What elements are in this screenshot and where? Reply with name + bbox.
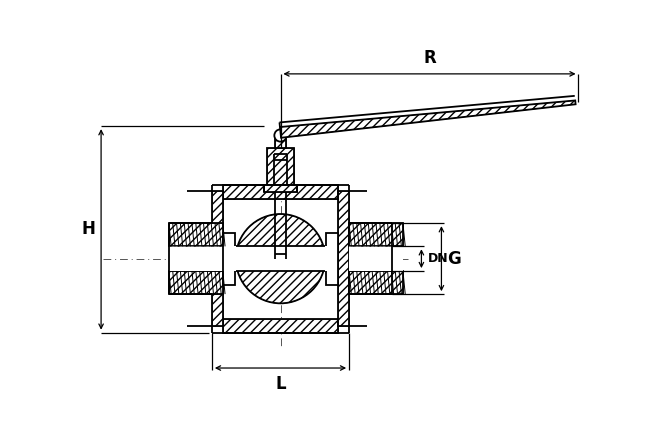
Text: G: G [447,250,461,268]
Bar [263,185,298,192]
Bar [234,246,327,271]
Bar [263,185,298,192]
Bar [275,139,286,148]
Bar [169,223,223,246]
Bar [349,223,403,246]
Bar [223,185,338,199]
Text: R: R [423,49,436,67]
Bar [223,185,338,199]
Bar [169,271,223,294]
Text: H: H [81,221,95,238]
Bar [169,223,223,246]
Bar [223,232,235,285]
Bar [338,191,349,327]
Bar [169,246,223,271]
Bar [212,191,223,327]
Bar [349,246,403,271]
Bar [349,271,403,294]
Bar [267,148,294,185]
Bar [223,319,338,333]
Circle shape [275,129,286,142]
Bar [212,191,223,327]
Text: DN: DN [428,252,448,265]
Bar [349,271,403,294]
Bar [169,271,223,294]
Bar [267,148,294,185]
Bar [349,223,403,246]
Bar [275,139,286,148]
Polygon shape [280,100,576,138]
Text: L: L [275,375,286,393]
Circle shape [236,214,325,303]
Bar [326,232,338,285]
Bar [338,191,349,327]
Bar [223,319,338,333]
